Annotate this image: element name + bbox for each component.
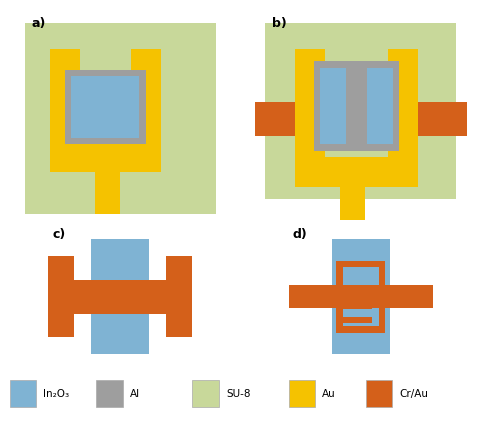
Bar: [320, 68, 345, 144]
Bar: [294, 49, 324, 187]
Bar: [313, 61, 398, 151]
Bar: [72, 76, 139, 138]
Bar: [131, 49, 160, 172]
Bar: [10, 380, 36, 407]
Bar: [342, 288, 371, 295]
Bar: [331, 239, 389, 354]
Bar: [48, 257, 74, 337]
Bar: [265, 23, 455, 199]
Text: c): c): [52, 228, 66, 240]
Text: d): d): [292, 228, 307, 240]
Bar: [336, 326, 384, 333]
Bar: [95, 167, 120, 214]
Text: a): a): [31, 17, 46, 30]
Bar: [366, 68, 392, 144]
Bar: [387, 49, 417, 187]
Bar: [408, 102, 476, 136]
Bar: [336, 261, 384, 267]
Bar: [48, 279, 127, 314]
Bar: [96, 380, 122, 407]
Bar: [336, 261, 342, 333]
Text: Cr/Au: Cr/Au: [398, 389, 427, 399]
Bar: [65, 70, 145, 144]
Bar: [288, 285, 360, 308]
Text: b): b): [271, 17, 286, 30]
Bar: [192, 380, 218, 407]
Bar: [25, 95, 215, 142]
Bar: [360, 285, 432, 308]
Bar: [166, 257, 192, 337]
Bar: [50, 142, 160, 172]
Bar: [342, 317, 371, 324]
Bar: [113, 279, 192, 314]
Bar: [339, 182, 364, 220]
Bar: [288, 380, 314, 407]
Bar: [342, 303, 371, 309]
Text: SU-8: SU-8: [226, 389, 250, 399]
Text: In₂O₃: In₂O₃: [43, 389, 69, 399]
Text: Al: Al: [130, 389, 140, 399]
Bar: [378, 261, 384, 333]
Bar: [365, 380, 391, 407]
Bar: [294, 157, 417, 187]
Bar: [244, 102, 312, 136]
Bar: [91, 239, 149, 354]
Bar: [50, 49, 80, 172]
Text: Au: Au: [322, 389, 336, 399]
